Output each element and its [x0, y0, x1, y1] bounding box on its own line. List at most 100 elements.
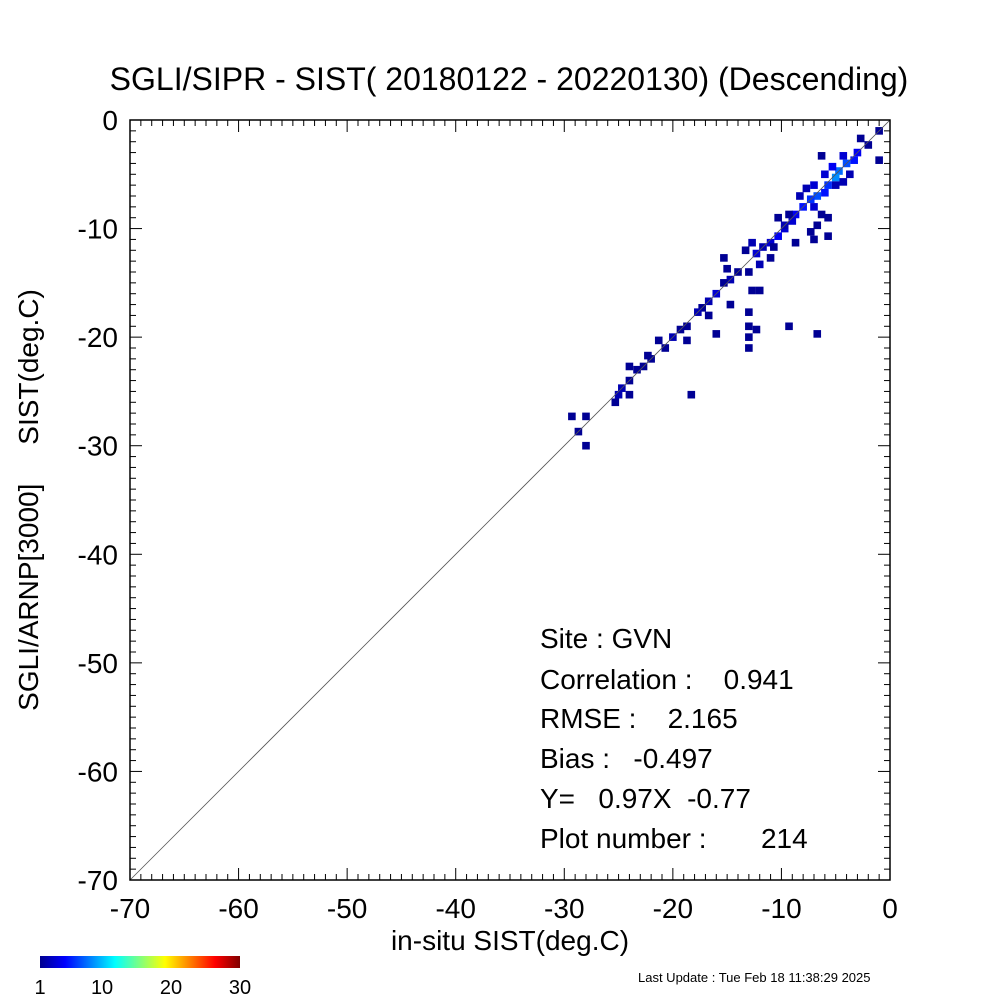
stat-site: Site : GVN	[540, 623, 672, 654]
density-cell	[683, 336, 691, 345]
density-cell	[723, 264, 731, 273]
density-cell	[748, 286, 756, 295]
density-cell	[726, 300, 735, 309]
x-axis-label: in-situ SIST(deg.C)	[391, 925, 629, 956]
colorbar	[40, 956, 240, 968]
y-tick-label: -50	[78, 648, 118, 679]
y-tick-label: -10	[78, 214, 118, 245]
density-cell	[748, 238, 756, 247]
x-tick-label: -70	[110, 893, 150, 924]
colorbar-tick-label: 30	[229, 977, 251, 999]
density-cell	[846, 170, 854, 179]
density-cell	[745, 344, 753, 352]
density-cell	[824, 181, 832, 189]
density-cell	[796, 192, 804, 200]
density-cell	[720, 254, 728, 262]
density-cell	[813, 221, 822, 230]
x-tick-label: -30	[544, 893, 584, 924]
density-cell	[850, 156, 858, 164]
density-cell	[741, 246, 750, 255]
density-cell	[720, 279, 728, 287]
density-cell	[806, 228, 815, 236]
density-cell	[813, 330, 822, 338]
x-tick-label: 0	[882, 893, 898, 924]
density-cell	[864, 141, 873, 149]
density-cell	[712, 330, 721, 338]
density-cell	[661, 344, 670, 352]
colorbar-tick-label: 1	[34, 977, 45, 999]
density-cell	[810, 235, 818, 244]
stat-bias: Bias : -0.497	[540, 743, 713, 774]
density-cell	[875, 156, 883, 164]
density-cell	[582, 441, 590, 450]
x-tick-label: -40	[435, 893, 475, 924]
x-tick-labels: -70 -60 -50 -40 -30 -20 -10 0	[110, 893, 898, 924]
density-cell	[831, 181, 840, 189]
density-cell	[766, 238, 775, 247]
density-cell	[817, 152, 826, 160]
density-cell	[774, 232, 782, 240]
density-cell	[791, 238, 800, 247]
density-cell	[745, 322, 753, 331]
y-tick-label: 0	[102, 105, 118, 136]
density-cell	[683, 322, 691, 331]
density-cell	[582, 412, 590, 421]
stat-correlation: Correlation : 0.941	[540, 664, 794, 695]
y-tick-label: -70	[78, 865, 118, 896]
density-cell	[611, 398, 620, 407]
colorbar-tick-label: 10	[91, 977, 113, 999]
density-cell	[821, 188, 829, 197]
colorbar-tick-label: 20	[160, 977, 182, 999]
stat-rmse: RMSE : 2.165	[540, 703, 738, 734]
density-cell	[802, 184, 811, 193]
density-cell	[745, 308, 753, 316]
y-axis-label: SGLI/ARNP[3000] SIST(deg.C)	[13, 289, 44, 711]
density-cell	[828, 162, 837, 171]
y-tick-label: -40	[78, 539, 118, 570]
density-cell	[752, 325, 761, 334]
density-cell	[625, 362, 634, 371]
y-tick-labels: -70 -60 -50 -40 -30 -20 -10 0	[78, 105, 118, 896]
density-cell	[755, 286, 764, 295]
x-tick-label: -60	[218, 893, 258, 924]
chart-title: SGLI/SIPR - SIST( 20180122 - 20220130) (…	[110, 61, 909, 97]
density-cell	[817, 210, 826, 219]
density-cell	[687, 390, 696, 399]
density-cell	[745, 333, 753, 341]
colorbar-labels: 1 10 20 30	[34, 977, 251, 999]
density-cell	[856, 134, 865, 143]
minor-ticks	[130, 120, 890, 880]
density-cell	[831, 173, 840, 182]
density-cell	[633, 365, 641, 374]
y-tick-label: -20	[78, 322, 118, 353]
density-cell	[821, 170, 829, 179]
plot-frame	[129, 119, 891, 881]
y-tick-label: -60	[78, 756, 118, 787]
density-cell	[810, 203, 818, 211]
density-cell	[824, 232, 832, 240]
density-cell	[766, 254, 775, 262]
density-cell	[568, 412, 576, 421]
stat-regression: Y= 0.97X -0.77	[540, 783, 751, 814]
density-cell	[813, 192, 822, 200]
density-cell	[625, 390, 634, 399]
stats-panel: Site : GVN Correlation : 0.941 RMSE : 2.…	[540, 623, 808, 854]
stat-plot-number: Plot number : 214	[540, 823, 808, 854]
last-update: Last Update : Tue Feb 18 11:38:29 2025	[638, 970, 871, 985]
x-tick-label: -20	[653, 893, 693, 924]
density-cell	[824, 213, 832, 222]
density-cell	[839, 152, 848, 160]
density-cell	[745, 268, 753, 276]
x-tick-label: -10	[761, 893, 801, 924]
density-cell	[755, 260, 764, 269]
density-cell	[788, 217, 797, 225]
x-tick-label: -50	[327, 893, 367, 924]
one-to-one-line	[129, 119, 891, 881]
density-cell	[614, 390, 623, 399]
y-tick-label: -30	[78, 431, 118, 462]
density-cell	[810, 181, 818, 189]
density-cell	[785, 210, 793, 219]
density-cells	[568, 127, 883, 450]
density-cell	[654, 336, 663, 345]
